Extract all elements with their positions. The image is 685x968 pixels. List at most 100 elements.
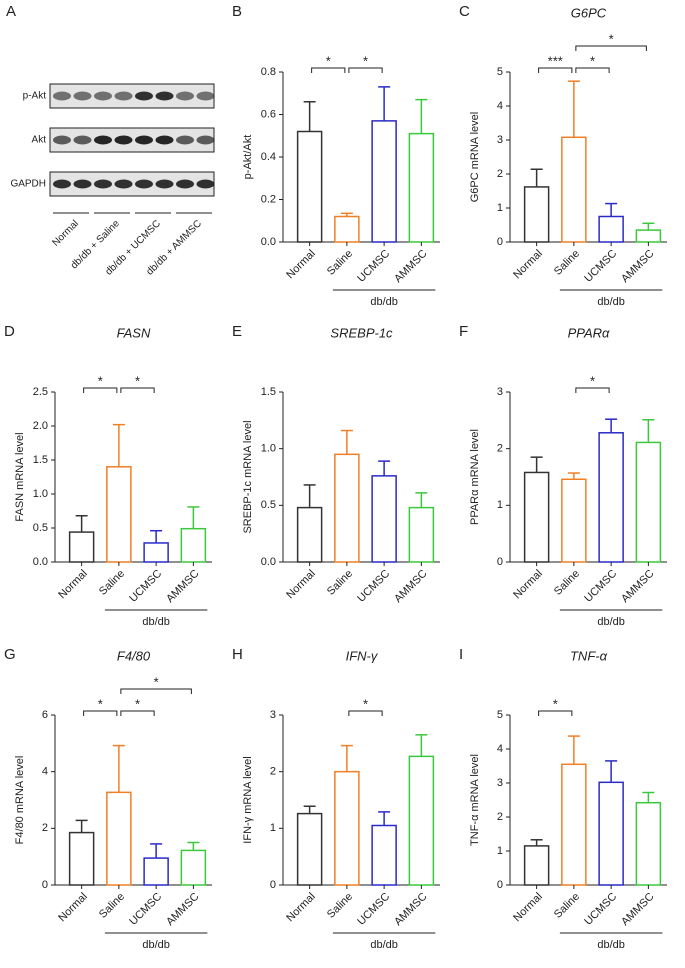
bar [296, 812, 323, 886]
chart-title: IFN-γ [346, 648, 379, 663]
y-axis-label: IFN-γ mRNA level [242, 756, 254, 843]
bar [408, 506, 435, 563]
y-tick-label: 1.5 [261, 386, 276, 398]
y-tick-label: 0.6 [261, 108, 276, 120]
x-tick-label: Normal [511, 248, 545, 282]
chart-title: PPARα [568, 325, 610, 340]
bar [561, 136, 587, 243]
y-tick-label: 0.0 [261, 556, 276, 568]
significance-bracket [83, 387, 118, 393]
significance-label: * [326, 53, 331, 68]
x-tick-label: Saline [97, 568, 127, 598]
x-tick-label: UCMSC [355, 568, 392, 605]
significance-bracket [120, 710, 155, 716]
bar [523, 845, 550, 886]
group-label: db/db [370, 296, 398, 308]
bar [635, 801, 662, 886]
x-tick-label: AMMSC [164, 568, 201, 605]
y-tick-label: 0 [497, 236, 503, 248]
x-tick-label: AMMSC [619, 891, 656, 928]
blot-band [196, 91, 215, 101]
bar [408, 755, 435, 886]
chart-title: G6PC [571, 5, 607, 20]
blot-band [114, 179, 133, 189]
blot-band [176, 179, 194, 189]
blot-band [135, 91, 153, 101]
significance-bracket [83, 710, 118, 716]
blot-band [155, 135, 174, 145]
y-tick-label: 2.0 [33, 420, 48, 432]
y-tick-label: 6 [42, 709, 48, 721]
y-tick-label: 0.8 [261, 66, 276, 78]
significance-label: * [553, 696, 558, 711]
x-tick-label: Saline [552, 248, 582, 278]
y-tick-label: 2 [497, 443, 503, 455]
bar [334, 215, 360, 243]
significance-bracket [120, 387, 155, 393]
x-tick-label: AMMSC [619, 248, 656, 285]
x-tick-label: Saline [552, 891, 582, 921]
bar [106, 466, 132, 563]
y-axis-label: FASN mRNA level [14, 432, 26, 521]
x-tick-label: UCMSC [582, 568, 619, 605]
y-tick-label: 2.5 [33, 386, 48, 398]
lane-label: Normal [50, 218, 81, 249]
y-tick-label: 3 [497, 134, 503, 146]
bar [296, 506, 323, 563]
bar [598, 781, 624, 886]
x-tick-label: Normal [511, 891, 545, 925]
y-tick-label: 0.5 [33, 522, 48, 534]
blot-band [53, 135, 71, 145]
x-tick-label: AMMSC [619, 568, 656, 605]
bar [180, 527, 207, 563]
y-tick-label: 3 [270, 709, 276, 721]
bar [334, 453, 360, 563]
y-tick-label: 0.0 [261, 236, 276, 248]
y-tick-label: 1 [270, 822, 276, 834]
panel-letter: B [232, 3, 242, 20]
significance-label: * [363, 696, 368, 711]
significance-label: * [135, 373, 140, 388]
panel-letter: E [232, 323, 242, 340]
significance-bracket [538, 67, 573, 73]
group-label: db/db [142, 616, 170, 628]
blot-band [94, 91, 112, 101]
x-tick-label: Normal [56, 891, 90, 925]
y-tick-label: 1.5 [33, 454, 48, 466]
y-tick-label: 1 [497, 499, 503, 511]
y-tick-label: 3 [497, 386, 503, 398]
y-tick-label: 0.5 [261, 499, 276, 511]
x-tick-label: AMMSC [392, 248, 429, 285]
y-tick-label: 0.0 [33, 556, 48, 568]
significance-label: * [363, 53, 368, 68]
y-tick-label: 2 [270, 766, 276, 778]
bar [106, 791, 132, 886]
bar [334, 770, 360, 886]
significance-label: * [98, 373, 103, 388]
y-tick-label: 2 [42, 822, 48, 834]
y-tick-label: 1 [497, 845, 503, 857]
bar [561, 763, 587, 886]
x-tick-label: Normal [284, 568, 318, 602]
x-tick-label: Normal [284, 248, 318, 282]
y-axis-label: TNF-α mRNA level [469, 754, 481, 846]
bar [598, 432, 624, 563]
significance-label: * [590, 53, 595, 68]
bar [561, 478, 587, 563]
blot-band [176, 91, 194, 101]
blot-band [73, 179, 92, 189]
y-tick-label: 1 [497, 202, 503, 214]
bar [635, 229, 662, 243]
x-tick-label: Saline [97, 891, 127, 921]
x-tick-label: Saline [325, 568, 355, 598]
chart-title: F4/80 [117, 648, 151, 663]
y-tick-label: 1.0 [33, 488, 48, 500]
blot-band [155, 179, 174, 189]
bar [68, 831, 95, 886]
blot-band [176, 135, 194, 145]
bar [296, 130, 323, 243]
y-tick-label: 5 [497, 709, 503, 721]
bar [523, 186, 550, 243]
panel-letter: F [459, 323, 468, 340]
